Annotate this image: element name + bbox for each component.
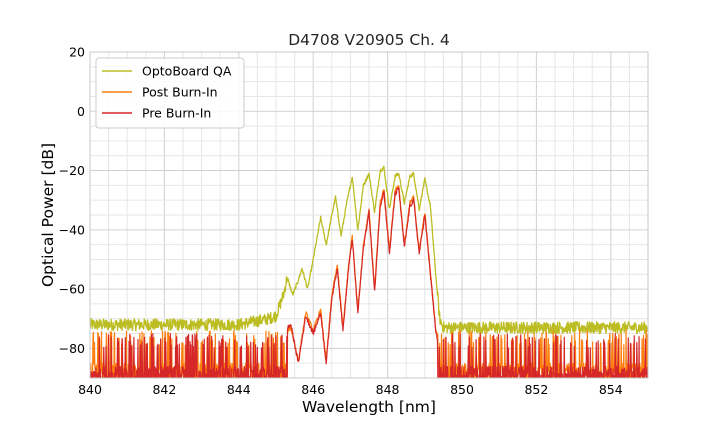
y-tick-label: 0 [77, 104, 85, 119]
y-tick-label: −40 [59, 222, 85, 237]
x-tick-label: 850 [450, 382, 474, 397]
series-layer [90, 165, 648, 378]
x-axis-label: Wavelength [nm] [302, 398, 436, 416]
x-tick-label: 846 [301, 382, 325, 397]
series-line-post-burn-in [90, 185, 648, 378]
legend-label: Post Burn-In [142, 85, 218, 100]
y-tick-labels: 20 0 −20 −40 −60 −80 [59, 45, 85, 356]
x-tick-label: 844 [227, 382, 251, 397]
legend-label: OptoBoard QA [142, 64, 232, 79]
x-tick-labels: 840 842 844 846 848 850 852 854 [78, 382, 623, 397]
series-line-optoboard-qa [90, 165, 648, 335]
y-axis-label: Optical Power [dB] [39, 143, 57, 287]
x-tick-label: 852 [524, 382, 548, 397]
legend-box [95, 57, 245, 129]
y-tick-label: 20 [69, 45, 85, 60]
x-tick-label: 842 [152, 382, 176, 397]
x-tick-label: 840 [78, 382, 102, 397]
x-tick-label: 854 [599, 382, 623, 397]
legend: OptoBoard QA Post Burn-In Pre Burn-In [95, 57, 245, 129]
y-tick-label: −20 [59, 163, 85, 178]
plot-frame [89, 51, 649, 379]
chart-title: D4708 V20905 Ch. 4 [288, 31, 450, 49]
y-tick-label: −60 [59, 282, 85, 297]
series-line-pre-burn-in [90, 187, 648, 378]
y-tick-label: −80 [59, 341, 85, 356]
legend-label: Pre Burn-In [142, 106, 211, 121]
x-tick-label: 848 [376, 382, 400, 397]
